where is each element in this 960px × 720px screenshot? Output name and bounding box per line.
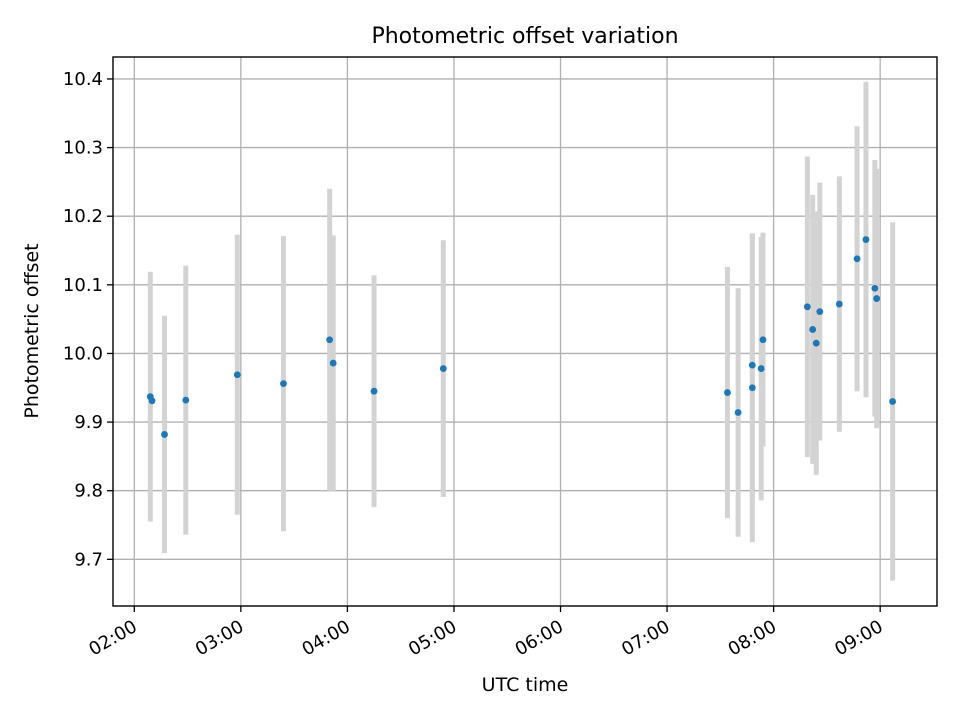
data-point (835, 300, 843, 308)
data-point (812, 339, 820, 347)
data-point (757, 365, 765, 372)
data-point (326, 336, 334, 344)
x-tick-label: 02:00 (85, 616, 140, 660)
data-point (873, 295, 881, 302)
data-point (161, 431, 168, 438)
y-tick-label: 10.3 (63, 138, 103, 159)
data-point (816, 308, 824, 315)
plot-frame (112, 56, 938, 607)
y-tick-label: 10.4 (63, 69, 103, 90)
y-tick-label: 9.8 (74, 481, 103, 502)
x-tick-label: 03:00 (192, 616, 247, 660)
x-tick-label: 06:00 (512, 616, 567, 660)
y-tick-label: 10.0 (63, 343, 103, 364)
error-bars (147, 81, 896, 581)
grid (113, 57, 937, 606)
data-point (439, 365, 447, 372)
y-tick-label: 9.9 (74, 412, 103, 433)
data-points (146, 236, 897, 438)
data-point (329, 359, 337, 367)
data-point (803, 303, 811, 311)
x-tick-label: 09:00 (831, 616, 886, 660)
y-axis-label: Photometric offset (21, 243, 43, 418)
chart-title: Photometric offset variation (371, 24, 678, 49)
data-point (889, 398, 897, 405)
data-point (734, 409, 742, 416)
x-axis-label: UTC time (482, 674, 569, 696)
data-point (871, 284, 879, 292)
data-point (853, 255, 861, 263)
data-point (748, 361, 756, 369)
x-axis-ticks: 02:00 03:00 04:00 05:00 06:00 07:00 08:00 09:00 (85, 606, 887, 660)
x-tick-label: 04:00 (298, 616, 353, 660)
y-axis-ticks: 9.7 9.8 9.9 10.0 10.1 10.2 10.3 10.4 (63, 69, 113, 570)
data-point (809, 326, 817, 333)
data-point (280, 380, 287, 388)
y-tick-label: 9.7 (74, 549, 103, 570)
x-tick-label: 05:00 (405, 616, 460, 660)
data-point (370, 387, 378, 395)
data-point (724, 389, 731, 396)
x-tick-label: 07:00 (618, 616, 673, 660)
data-point (148, 397, 156, 405)
data-point (748, 384, 756, 392)
x-tick-label: 08:00 (725, 616, 780, 660)
data-point (233, 371, 241, 379)
data-point (182, 396, 190, 404)
data-point (862, 236, 870, 243)
y-tick-label: 10.1 (63, 275, 103, 296)
data-point (759, 336, 767, 344)
y-tick-label: 10.2 (63, 206, 103, 227)
